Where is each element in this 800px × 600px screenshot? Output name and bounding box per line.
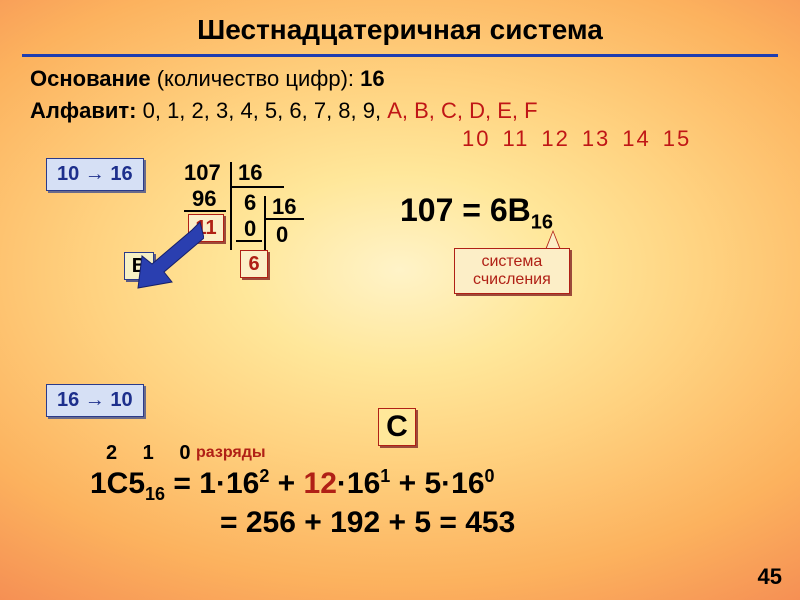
alphabet-label: Алфавит: [30,98,137,123]
alphabet-digits: 0, 1, 2, 3, 4, 5, 6, 7, 8, 9, [137,98,388,123]
base-label: Основание [30,66,151,91]
hexval-14: 14 [622,126,650,151]
exp-pow0: 0 [485,466,495,486]
hexval-15: 15 [663,126,691,151]
divisor-16: 16 [238,160,262,186]
equation-107: 107 = 6B16 [400,192,553,234]
exp-eq: = 1·16 [165,467,259,500]
base-value: 16 [360,66,384,91]
exp-sub16: 16 [145,484,165,504]
exp-plus1: + [269,467,303,500]
underline-6 [236,240,262,242]
hexval-10: 10 [462,126,490,151]
expansion-line: 1C516 = 1·162 + 12·161 + 5·160 [90,466,495,505]
hexval-11: 11 [502,126,529,151]
quot-6: 6 [244,190,256,216]
exp-pow1: 1 [380,466,390,486]
hexval-13: 13 [582,126,610,151]
hex-decimal-values: 10 11 12 13 14 15 [462,126,703,152]
division-hline-2 [264,218,304,220]
sum-line: = 256 + 192 + 5 = 453 [220,506,515,540]
exp-pow2: 2 [259,466,269,486]
title-rule [22,54,778,57]
letter-b-box: B [124,252,154,280]
positions-label: разряды [196,444,266,462]
badge-16-to-10: 16 → 10 [46,384,144,417]
underline-96 [184,210,226,212]
eq107-left: 107 = 6B [400,192,531,228]
remainder-11-box: 11 [188,214,224,242]
badge-10-to-16: 10 → 16 [46,158,144,191]
division-hline-1 [230,186,284,188]
sub-0: 0 [244,216,256,242]
exp-plus2: + 5·16 [390,467,484,500]
remainder-6-box: 6 [240,250,268,278]
division-vline-2 [264,196,266,254]
exp-12: 12 [304,467,337,500]
exp-mid: ·16 [337,467,380,500]
division-vline-1 [230,162,232,250]
quot-0: 0 [276,222,288,248]
callout-box: система счисления [454,248,570,294]
callout-line2: счисления [473,271,551,289]
divisor-16b: 16 [272,194,296,220]
hexval-12: 12 [541,126,569,151]
position-digits: 2 1 0 [106,442,200,465]
exp-1c5: 1C5 [90,467,145,500]
dividend-107: 107 [184,160,221,186]
callout-tail [545,230,561,250]
page-title: Шестнадцатеричная система [0,14,800,46]
sub-96: 96 [192,186,216,212]
alphabet-line: Алфавит: 0, 1, 2, 3, 4, 5, 6, 7, 8, 9, A… [30,98,538,124]
page-number: 45 [758,564,782,590]
base-line: Основание (количество цифр): 16 [30,66,385,92]
alphabet-hex: A, B, C, D, E, F [387,98,537,123]
base-rest: (количество цифр): [151,66,361,91]
letter-c-box: C [378,408,416,446]
callout-line1: система [473,253,551,271]
